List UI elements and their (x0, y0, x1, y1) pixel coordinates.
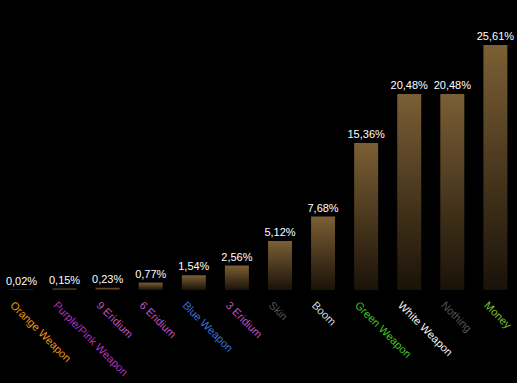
svg-text:1,54%: 1,54% (178, 260, 209, 272)
svg-text:0,02%: 0,02% (8, 275, 37, 287)
svg-text:Boom: Boom (310, 299, 339, 328)
svg-text:2,56%: 2,56% (221, 251, 252, 263)
svg-text:6 Eridium: 6 Eridium (137, 299, 178, 340)
svg-text:0,23%: 0,23% (92, 273, 123, 285)
svg-text:25,61%: 25,61% (477, 30, 509, 42)
svg-text:0,77%: 0,77% (135, 268, 166, 280)
svg-text:5,12%: 5,12% (264, 226, 295, 238)
svg-text:Skin: Skin (267, 299, 291, 323)
svg-text:Blue Weapon: Blue Weapon (180, 298, 236, 354)
svg-text:7,68%: 7,68% (307, 202, 338, 214)
svg-text:15,36%: 15,36% (347, 128, 385, 140)
svg-text:White Weapon: White Weapon (395, 298, 456, 359)
svg-text:9 Eridium: 9 Eridium (94, 299, 135, 340)
svg-text:Orange Weapon: Orange Weapon (8, 298, 74, 365)
svg-text:Money: Money (482, 299, 509, 331)
svg-text:0,15%: 0,15% (49, 274, 80, 286)
svg-text:3 Eridium: 3 Eridium (224, 299, 265, 340)
svg-text:20,48%: 20,48% (434, 79, 472, 91)
svg-text:Purple/Pink Weapon: Purple/Pink Weapon (51, 299, 130, 378)
svg-text:Nothing: Nothing (439, 299, 474, 334)
svg-text:Green Weapon: Green Weapon (352, 298, 414, 360)
svg-text:20,48%: 20,48% (391, 79, 429, 91)
